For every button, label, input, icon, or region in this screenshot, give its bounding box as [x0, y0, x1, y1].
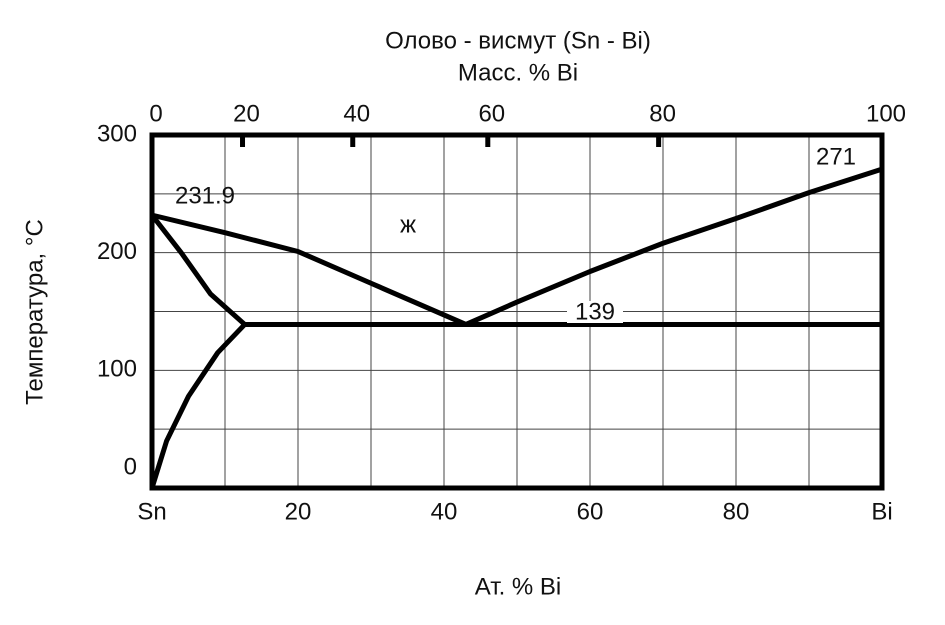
top-tick-label: 60: [478, 100, 505, 127]
top-tick-label: 20: [233, 100, 260, 127]
x-tick-label: Sn: [137, 498, 166, 525]
phase-line: [150, 213, 247, 327]
annotation: 271: [816, 143, 856, 170]
chart-title: Олово - висмут (Sn - Bi): [385, 27, 651, 54]
top-axis-label: Масс. % Bi: [458, 59, 578, 86]
x-tick-label: Bi: [871, 498, 892, 525]
phase-line: [151, 212, 467, 327]
top-tick-label: 0: [149, 100, 162, 127]
phase-line: [464, 166, 883, 327]
annotation: ж: [400, 211, 416, 238]
top-tick-label: 100: [866, 100, 906, 127]
x-tick-label: 20: [285, 498, 312, 525]
y-tick-label: 200: [97, 238, 137, 265]
annotation: 139: [575, 298, 615, 325]
y-tick-label: 300: [97, 120, 137, 147]
y-tick-label: 100: [97, 356, 137, 383]
x-axis-label: Ат. % Bi: [475, 573, 562, 600]
y-axis-label: Температура, °C: [21, 219, 48, 405]
x-tick-label: 60: [577, 498, 604, 525]
phase-line: [149, 322, 247, 489]
x-tick-label: 40: [431, 498, 458, 525]
top-tick-label: 80: [649, 100, 676, 127]
plot-frame: [149, 132, 885, 491]
top-tick-label: 40: [343, 100, 370, 127]
label-background: [567, 301, 623, 323]
x-tick-label: 80: [723, 498, 750, 525]
y-tick-label: 0: [124, 453, 137, 480]
annotation: 231.9: [175, 182, 235, 209]
